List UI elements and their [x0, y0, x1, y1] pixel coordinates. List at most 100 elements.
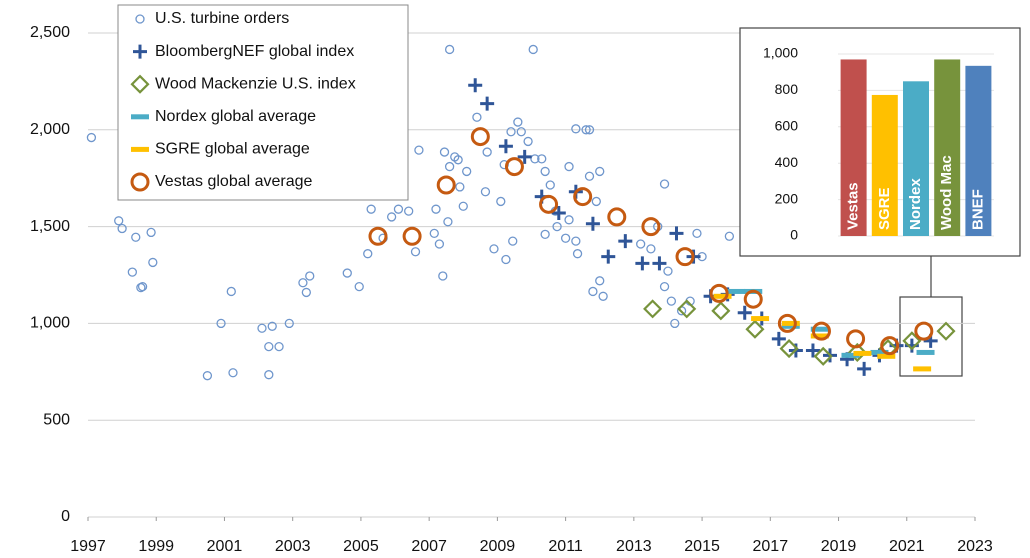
- y-tick-label: 1,000: [30, 315, 70, 332]
- legend-box: [117, 4, 409, 201]
- point: [438, 271, 448, 281]
- bar: [903, 81, 929, 236]
- point: [489, 244, 499, 254]
- point: [504, 157, 524, 177]
- legend-marker: [130, 172, 150, 192]
- point: [595, 166, 605, 177]
- x-tick-label: 2001: [207, 538, 243, 555]
- point: [226, 286, 236, 297]
- y-tick-label: 500: [43, 411, 70, 428]
- point: [146, 227, 156, 238]
- point: [659, 179, 670, 189]
- y-tick-label: 2,000: [30, 121, 70, 138]
- point: [675, 247, 695, 267]
- point: [506, 127, 516, 137]
- point: [560, 233, 571, 243]
- point: [436, 175, 456, 195]
- point: [737, 305, 752, 320]
- legend-label: Vestas global average: [155, 173, 313, 190]
- point: [517, 149, 532, 164]
- point: [453, 155, 463, 165]
- legend-marker: [133, 44, 147, 59]
- y-tick-label: 0: [790, 227, 798, 243]
- point: [584, 125, 595, 135]
- bar-label: Wood Mac: [938, 155, 955, 230]
- point: [669, 226, 684, 241]
- point: [584, 171, 595, 181]
- point: [709, 283, 729, 303]
- point: [298, 278, 308, 288]
- y-tick-label: 1,000: [763, 45, 798, 61]
- y-tick-label: 800: [775, 81, 799, 97]
- point: [137, 281, 148, 292]
- point: [847, 342, 867, 362]
- y-tick-label: 400: [775, 154, 799, 170]
- point: [482, 147, 492, 157]
- bar: [840, 59, 867, 237]
- point: [545, 180, 555, 190]
- point: [444, 44, 455, 55]
- point: [846, 329, 866, 349]
- point: [148, 257, 158, 268]
- legend-marker: [131, 114, 149, 120]
- point: [670, 318, 680, 329]
- x-tick-label: 2017: [753, 538, 789, 555]
- point: [439, 147, 450, 157]
- point: [635, 256, 650, 271]
- point: [264, 370, 274, 380]
- point: [127, 267, 138, 277]
- x-tick-label: 2009: [480, 538, 516, 555]
- point: [853, 350, 872, 356]
- legend: U.S. turbine orders BloombergNEF global i…: [130, 10, 356, 192]
- point: [551, 206, 566, 221]
- point: [480, 187, 491, 197]
- bar-label: SGRE: [876, 187, 893, 230]
- point: [564, 161, 574, 172]
- bar-label: Vestas: [845, 182, 862, 230]
- bar-label: Nordex: [907, 178, 924, 230]
- point: [813, 346, 833, 366]
- point: [386, 212, 397, 222]
- point: [663, 266, 673, 276]
- point: [877, 353, 896, 359]
- point: [455, 182, 465, 192]
- point: [301, 287, 311, 298]
- point: [618, 234, 633, 249]
- legend-marker: [130, 74, 150, 94]
- point: [393, 204, 404, 214]
- bar: [965, 65, 992, 236]
- point: [811, 321, 831, 341]
- point: [727, 288, 746, 294]
- point: [913, 366, 932, 372]
- x-tick-label: 2023: [957, 538, 993, 555]
- point: [354, 281, 364, 292]
- point: [444, 161, 455, 172]
- point: [480, 96, 495, 111]
- point: [414, 145, 424, 155]
- point: [646, 244, 656, 254]
- point: [914, 321, 934, 341]
- x-tick-label: 2007: [411, 538, 447, 555]
- point: [810, 333, 829, 339]
- point: [652, 256, 667, 271]
- point: [916, 349, 935, 355]
- legend-label: U.S. turbine orders: [155, 10, 289, 27]
- point: [516, 127, 526, 137]
- point: [131, 232, 141, 242]
- point: [564, 215, 574, 225]
- y-tick-label: 200: [775, 190, 799, 206]
- point: [641, 217, 661, 237]
- point: [431, 204, 441, 214]
- point: [402, 226, 422, 246]
- point: [114, 216, 124, 226]
- point: [117, 223, 127, 234]
- y-tick-label: 2,500: [30, 24, 70, 41]
- point: [666, 296, 677, 306]
- x-tick-label: 2021: [889, 538, 925, 555]
- point: [857, 361, 872, 376]
- point: [713, 293, 732, 299]
- point: [468, 78, 483, 93]
- point: [711, 301, 731, 321]
- point: [743, 289, 763, 309]
